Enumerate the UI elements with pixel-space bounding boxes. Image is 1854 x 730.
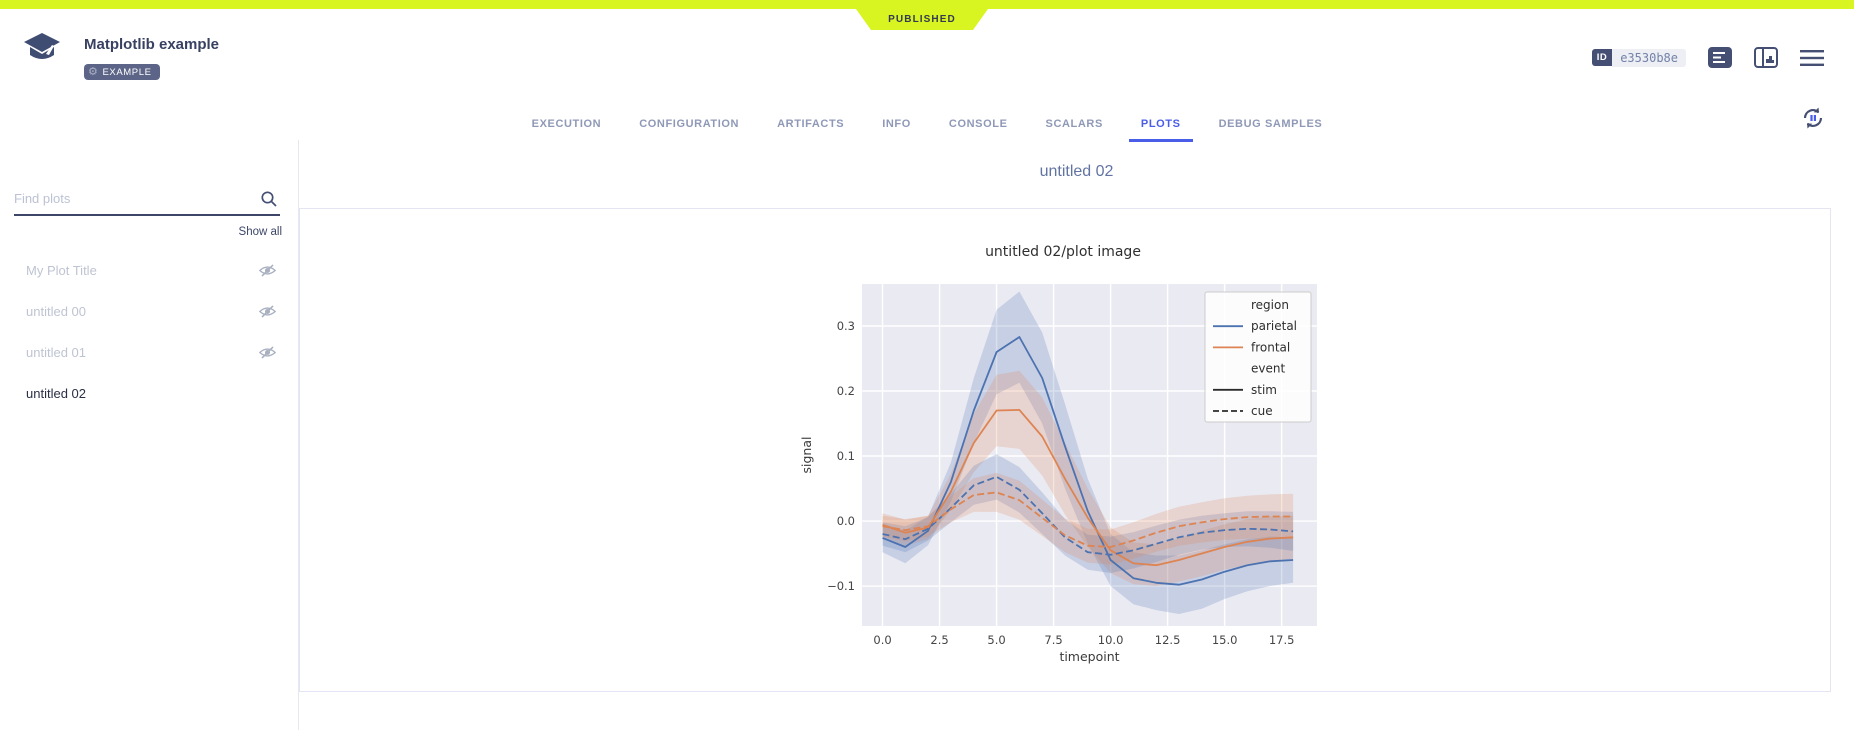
- status-bar: [0, 0, 1854, 9]
- line-chart[interactable]: 0.0 2.5 5.0 7.5 10.0 12.5 15.0 17.5 −0.1 0.0 0.1 0.…: [795, 239, 1335, 671]
- plot-list-item[interactable]: untitled 01: [0, 332, 298, 373]
- gear-icon: ⚙: [88, 65, 99, 78]
- tab-artifacts[interactable]: ARTIFACTS: [777, 118, 845, 130]
- plot-list-item[interactable]: untitled 00: [0, 291, 298, 332]
- status-badge-label: PUBLISHED: [888, 14, 956, 25]
- plot-group-title: untitled 02: [1039, 163, 1114, 180]
- svg-text:region: region: [1251, 298, 1289, 312]
- svg-text:7.5: 7.5: [1044, 633, 1062, 647]
- tab-console[interactable]: CONSOLE: [948, 118, 1008, 130]
- tab-bar: EXECUTION CONFIGURATION ARTIFACTS INFO C…: [0, 110, 1854, 142]
- svg-text:10.0: 10.0: [1098, 633, 1124, 647]
- svg-text:cue: cue: [1251, 404, 1273, 418]
- plot-search: [14, 190, 280, 216]
- tab-info[interactable]: INFO: [882, 118, 911, 130]
- plot-item-label: untitled 01: [26, 345, 86, 360]
- svg-text:stim: stim: [1251, 383, 1277, 397]
- id-chip: ID: [1591, 49, 1613, 66]
- svg-text:−0.1: −0.1: [827, 579, 855, 593]
- example-tag-label: EXAMPLE: [102, 66, 152, 78]
- svg-text:frontal: frontal: [1251, 340, 1290, 354]
- id-value: e3530b8e: [1612, 48, 1686, 67]
- plot-card: 0.0 2.5 5.0 7.5 10.0 12.5 15.0 17.5 −0.1 0.0 0.1 0.…: [299, 208, 1831, 692]
- plot-item-label: untitled 00: [26, 304, 86, 319]
- svg-text:15.0: 15.0: [1212, 633, 1238, 647]
- svg-text:signal: signal: [799, 437, 814, 474]
- experiment-title: Matplotlib example: [84, 36, 220, 53]
- tab-plots[interactable]: PLOTS: [1128, 110, 1193, 142]
- svg-text:0.0: 0.0: [837, 514, 855, 528]
- details-icon: [1708, 47, 1732, 68]
- svg-text:0.1: 0.1: [837, 449, 855, 463]
- svg-text:5.0: 5.0: [987, 633, 1005, 647]
- svg-text:12.5: 12.5: [1155, 633, 1181, 647]
- details-button[interactable]: [1708, 47, 1732, 68]
- experiment-type-icon: [24, 33, 60, 59]
- visibility-off-icon[interactable]: [259, 304, 276, 319]
- auto-refresh-icon: [1803, 107, 1823, 129]
- content-area: Show all My Plot Title untitled 00: [0, 140, 1854, 730]
- search-icon: [260, 190, 278, 213]
- svg-text:2.5: 2.5: [930, 633, 948, 647]
- status-badge: PUBLISHED: [856, 9, 988, 30]
- svg-text:17.5: 17.5: [1269, 633, 1295, 647]
- panel-chart-icon: [1754, 47, 1778, 68]
- visibility-off-icon[interactable]: [259, 345, 276, 360]
- svg-text:parietal: parietal: [1251, 319, 1297, 333]
- menu-button[interactable]: [1800, 49, 1824, 67]
- plot-list-item[interactable]: My Plot Title: [0, 250, 298, 291]
- experiment-id[interactable]: ID e3530b8e: [1591, 48, 1686, 67]
- search-input[interactable]: [14, 191, 244, 206]
- svg-text:untitled 02/plot image: untitled 02/plot image: [985, 244, 1141, 260]
- svg-text:0.2: 0.2: [837, 384, 855, 398]
- show-all-link[interactable]: Show all: [238, 226, 282, 238]
- visibility-off-icon[interactable]: [259, 263, 276, 278]
- plot-item-label: My Plot Title: [26, 263, 97, 278]
- plots-sidebar: Show all My Plot Title untitled 00: [0, 140, 299, 730]
- plots-main: untitled 02 0.0 2.5 5.0 7.5 10.0 12.5 15.0 17.5…: [299, 140, 1854, 730]
- app-header: Matplotlib example ⚙ EXAMPLE ID e3530b8e: [0, 9, 1854, 142]
- header-actions: ID e3530b8e: [1591, 47, 1824, 68]
- auto-refresh-button[interactable]: [1800, 105, 1826, 134]
- experiment-brand: Matplotlib example ⚙ EXAMPLE: [22, 31, 219, 80]
- tab-scalars[interactable]: SCALARS: [1045, 118, 1103, 130]
- chart-legend: region parietal frontal event stim cue: [1204, 291, 1312, 423]
- tab-debug-samples[interactable]: DEBUG SAMPLES: [1218, 118, 1323, 130]
- tab-execution[interactable]: EXECUTION: [531, 118, 602, 130]
- plot-item-label: untitled 02: [26, 386, 86, 401]
- plot-list: My Plot Title untitled 00 untitled 01: [0, 250, 298, 414]
- svg-text:0.0: 0.0: [873, 633, 891, 647]
- side-panel-button[interactable]: [1754, 47, 1778, 68]
- plot-list-item-active[interactable]: untitled 02: [0, 373, 298, 414]
- plot-figure[interactable]: 0.0 2.5 5.0 7.5 10.0 12.5 15.0 17.5 −0.1 0.0 0.1 0.…: [795, 239, 1335, 676]
- svg-text:0.3: 0.3: [837, 319, 855, 333]
- svg-text:event: event: [1251, 362, 1285, 376]
- example-tag[interactable]: ⚙ EXAMPLE: [84, 64, 160, 80]
- tab-configuration[interactable]: CONFIGURATION: [639, 118, 740, 130]
- hamburger-icon: [1800, 49, 1824, 66]
- svg-text:timepoint: timepoint: [1059, 649, 1119, 664]
